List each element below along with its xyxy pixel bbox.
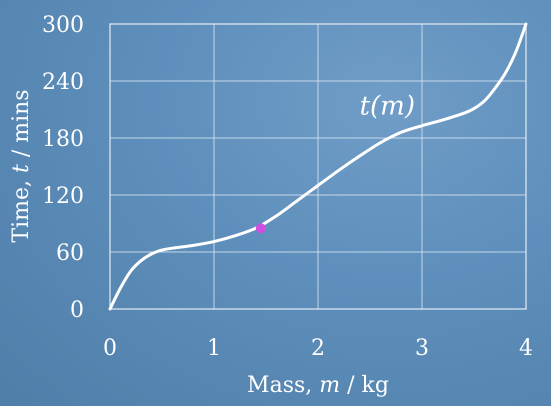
y-tick-label: 120 bbox=[42, 184, 84, 209]
plot-frame bbox=[109, 23, 527, 310]
series-line-t-of-m bbox=[108, 22, 528, 311]
y-axis-title: Time, t / mins bbox=[9, 89, 34, 242]
x-tick-label: 1 bbox=[207, 336, 221, 361]
x-tick-labels: 0 1 2 3 4 bbox=[103, 336, 533, 361]
x-tick-label: 2 bbox=[311, 336, 325, 361]
curve-annotation: t(m) bbox=[360, 91, 415, 121]
y-tick-label: 240 bbox=[42, 70, 84, 95]
x-tick-label: 4 bbox=[519, 336, 533, 361]
grid bbox=[109, 23, 527, 310]
y-tick-label: 60 bbox=[56, 241, 84, 266]
y-tick-labels: 0 60 120 180 240 300 bbox=[42, 13, 84, 323]
x-tick-label: 0 bbox=[103, 336, 117, 361]
highlight-point bbox=[255, 223, 266, 234]
x-tick-label: 3 bbox=[415, 336, 429, 361]
y-tick-label: 0 bbox=[70, 298, 84, 323]
y-tick-label: 180 bbox=[42, 127, 84, 152]
x-axis-title: Mass, m / kg bbox=[247, 373, 389, 398]
y-tick-label: 300 bbox=[42, 13, 84, 38]
